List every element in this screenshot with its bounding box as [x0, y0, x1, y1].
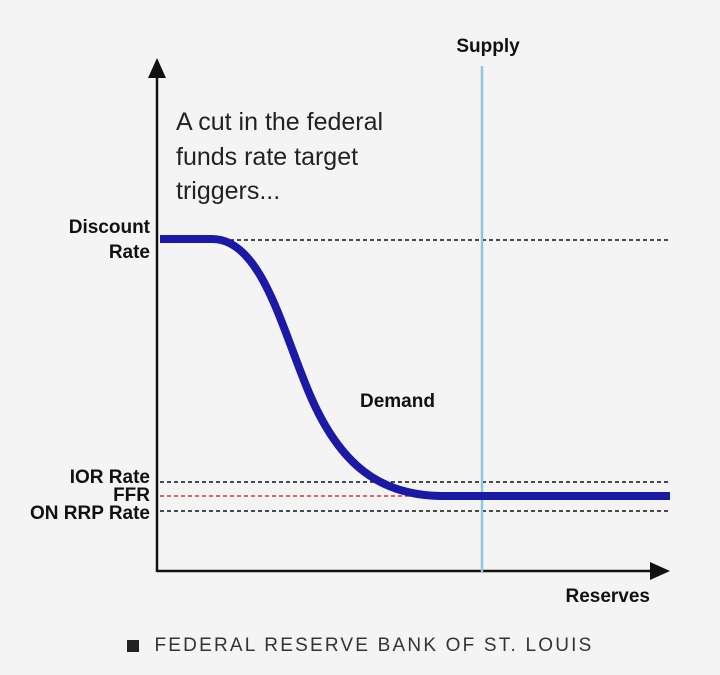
- source-text: FEDERAL RESERVE BANK OF ST. LOUIS: [154, 635, 594, 656]
- x-axis-arrow-icon: [650, 562, 670, 580]
- annotation-line-3: triggers...: [176, 177, 280, 205]
- demand-label: Demand: [360, 391, 435, 412]
- ior-rate-label: IOR Rate: [70, 467, 150, 488]
- annotation-line-1: A cut in the federal: [176, 108, 383, 136]
- x-axis-label: Reserves: [565, 586, 650, 607]
- source-footer: FEDERAL RESERVE BANK OF ST. LOUIS: [0, 628, 720, 664]
- demand-curve: [160, 235, 670, 500]
- on-rrp-rate-label: ON RRP Rate: [30, 503, 150, 524]
- annotation-line-2: funds rate target: [176, 143, 358, 171]
- discount-rate-label-line-1: Discount: [69, 217, 151, 238]
- square-bullet-icon: [126, 640, 139, 652]
- supply-label: Supply: [456, 36, 520, 57]
- discount-rate-label-line-2: Rate: [109, 242, 150, 263]
- reserves-market-diagram: Supply A cut in the federal funds rate t…: [30, 36, 670, 607]
- ffr-label: FFR: [113, 485, 150, 506]
- y-axis-arrow-icon: [148, 58, 166, 78]
